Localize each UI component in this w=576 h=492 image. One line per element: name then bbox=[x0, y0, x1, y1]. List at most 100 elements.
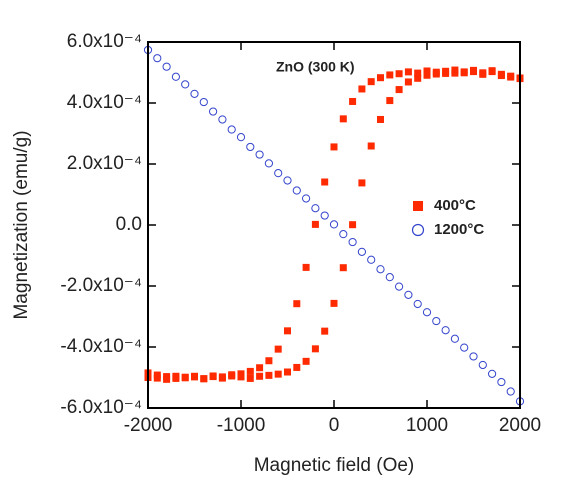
y-axis-label: Magnetization (emu/g) bbox=[11, 130, 32, 319]
point bbox=[386, 71, 394, 79]
y-tick-label: -6.0x10⁻⁴ bbox=[60, 397, 142, 418]
y-tick-label: 4.0x10⁻⁴ bbox=[67, 92, 142, 113]
point bbox=[395, 282, 404, 291]
point bbox=[488, 369, 497, 378]
point bbox=[404, 78, 412, 86]
point bbox=[460, 343, 469, 352]
point bbox=[321, 327, 329, 335]
point bbox=[395, 70, 403, 78]
legend-label: 400°C bbox=[434, 197, 476, 214]
point bbox=[451, 69, 459, 77]
point bbox=[199, 97, 208, 107]
point bbox=[162, 62, 171, 71]
point bbox=[469, 352, 478, 361]
point bbox=[367, 255, 376, 264]
point bbox=[460, 68, 468, 76]
point bbox=[414, 74, 422, 82]
point bbox=[190, 89, 199, 98]
point bbox=[302, 263, 310, 271]
point bbox=[367, 142, 375, 150]
point bbox=[236, 133, 246, 142]
x-tick-label: 2000 bbox=[499, 415, 541, 436]
point bbox=[497, 377, 506, 387]
x-tick-label: 0 bbox=[329, 415, 340, 436]
point bbox=[507, 72, 515, 80]
point bbox=[181, 80, 190, 89]
legend-marker bbox=[413, 201, 423, 211]
point bbox=[385, 273, 394, 282]
point bbox=[311, 345, 319, 353]
point bbox=[432, 316, 441, 326]
y-tick-label: 0.0 bbox=[116, 214, 142, 235]
point bbox=[423, 71, 431, 79]
point bbox=[339, 115, 347, 123]
y-tick-label: -2.0x10⁻⁴ bbox=[60, 275, 142, 296]
point bbox=[442, 67, 450, 75]
point bbox=[181, 374, 189, 382]
x-tick-label: 1000 bbox=[406, 415, 448, 436]
point bbox=[404, 290, 413, 299]
point bbox=[255, 150, 264, 159]
point bbox=[311, 204, 320, 213]
point bbox=[265, 357, 273, 365]
point bbox=[330, 143, 338, 151]
y-tick-label: -4.0x10⁻⁴ bbox=[60, 336, 142, 357]
point bbox=[404, 68, 412, 76]
point bbox=[413, 299, 422, 309]
point bbox=[358, 179, 366, 187]
point bbox=[172, 372, 180, 380]
point bbox=[191, 373, 198, 381]
point bbox=[302, 357, 310, 365]
point bbox=[414, 69, 422, 77]
point bbox=[302, 194, 311, 203]
point bbox=[283, 176, 292, 185]
annotation: ZnO (300 K) bbox=[276, 59, 355, 75]
point bbox=[200, 375, 208, 383]
point bbox=[377, 74, 384, 82]
point bbox=[357, 247, 366, 256]
point bbox=[488, 68, 496, 76]
plot-frame bbox=[147, 41, 521, 409]
point bbox=[329, 220, 339, 229]
point bbox=[246, 374, 254, 382]
point bbox=[228, 372, 236, 380]
point bbox=[432, 70, 440, 78]
point bbox=[292, 186, 301, 195]
point bbox=[320, 211, 329, 220]
point bbox=[497, 70, 505, 78]
legend-label: 1200°C bbox=[434, 221, 484, 238]
x-tick-label: -1000 bbox=[217, 415, 266, 436]
x-tick-label: -2000 bbox=[124, 415, 173, 436]
point bbox=[478, 360, 487, 370]
point bbox=[246, 142, 255, 152]
point bbox=[293, 363, 301, 371]
point bbox=[256, 364, 264, 372]
point bbox=[284, 327, 291, 335]
point bbox=[237, 373, 245, 381]
point bbox=[321, 178, 329, 186]
point bbox=[153, 54, 162, 63]
point bbox=[171, 72, 180, 81]
point bbox=[367, 78, 375, 86]
point bbox=[218, 115, 227, 124]
legend-marker bbox=[411, 223, 425, 237]
y-tick-label: 6.0x10⁻⁴ bbox=[67, 31, 142, 52]
point bbox=[209, 373, 217, 381]
point bbox=[264, 159, 273, 168]
point bbox=[153, 371, 161, 379]
point bbox=[339, 264, 347, 272]
point bbox=[330, 299, 338, 307]
point bbox=[377, 115, 384, 123]
point bbox=[163, 375, 171, 383]
point bbox=[450, 334, 459, 343]
point bbox=[348, 237, 357, 247]
point bbox=[479, 69, 487, 77]
point bbox=[349, 221, 357, 229]
point bbox=[274, 169, 283, 178]
point bbox=[274, 345, 282, 353]
point bbox=[470, 66, 477, 74]
point bbox=[349, 97, 357, 105]
x-axis-label: Magnetic field (Oe) bbox=[254, 455, 415, 476]
point bbox=[423, 67, 431, 75]
